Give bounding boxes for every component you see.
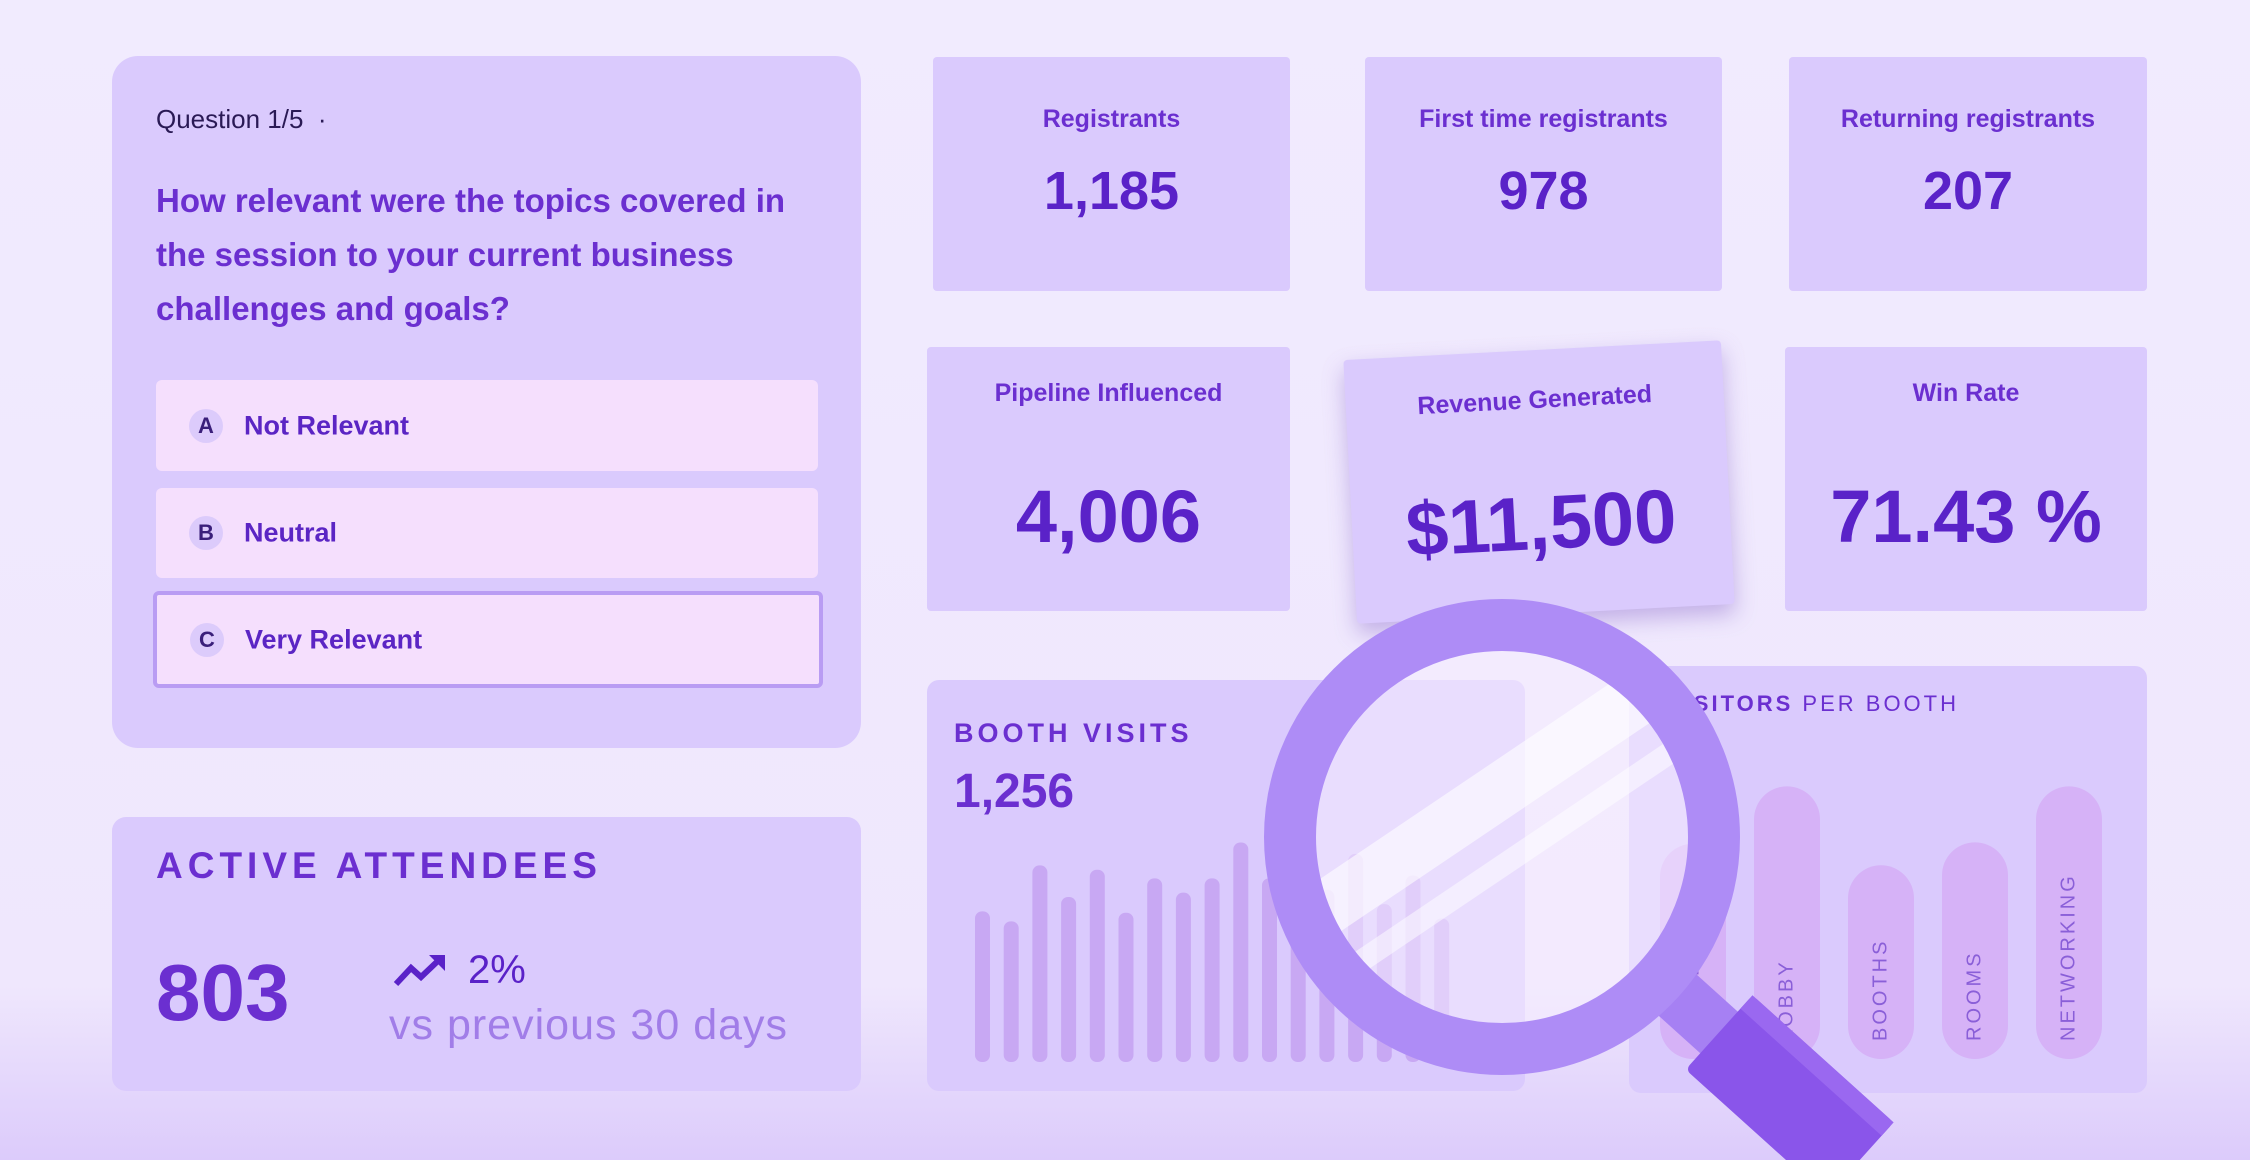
title-rest: PER BOOTH (1802, 691, 1959, 716)
attendees-title: ACTIVE ATTENDEES (156, 845, 602, 886)
booth-pill (1754, 786, 1820, 1059)
option[interactable]: B Neutral (156, 488, 818, 578)
option-letter: A (189, 408, 223, 443)
booth-visits-total: 1,256 (954, 765, 1075, 818)
bar (1061, 896, 1077, 1062)
bar (1175, 892, 1191, 1062)
stat-card: Pipeline Influenced 4,006 (927, 347, 1290, 611)
stat-label: First time registrants (1419, 105, 1668, 133)
option-label: Very Relevant (245, 624, 423, 654)
booth-label: BOOTHS (1869, 939, 1891, 1041)
attendees-value: 803 (156, 948, 290, 1037)
option-letter: C (190, 622, 224, 657)
active-attendees-card: ACTIVE ATTENDEES 803 2% vs previous 30 d… (112, 817, 861, 1091)
attendees-comparison: vs previous 30 days (389, 1001, 789, 1049)
bar (1262, 878, 1277, 1062)
booth-pill (1848, 865, 1914, 1059)
stat-label: Pipeline Influenced (994, 379, 1223, 407)
question-text: How relevant were the topics covered in … (156, 182, 786, 327)
stat-value: 4,006 (1015, 475, 1202, 558)
bar (1089, 869, 1105, 1062)
stat-label: Registrants (1042, 105, 1181, 133)
bar (1032, 865, 1048, 1062)
booth-label: NETWORKING (2057, 873, 2079, 1041)
stat-card: Returning registrants 207 (1789, 57, 2147, 291)
trend-icon (393, 955, 445, 987)
bar (1003, 921, 1019, 1062)
booth-pill (1942, 842, 2008, 1059)
stat-value: 978 (1498, 161, 1589, 221)
option-selected[interactable]: C Very Relevant (153, 591, 823, 688)
stat-label: Win Rate (1912, 379, 2020, 407)
booth-visits-title: BOOTH VISITS (954, 718, 1193, 748)
stat-card: First time registrants 978 (1365, 57, 1722, 291)
bar (1147, 878, 1163, 1062)
question-card: Question 1/5 · How relevant were the top… (112, 56, 861, 748)
magnifier-ring (1264, 599, 1740, 1075)
glass-shine (1312, 648, 1692, 991)
booth-label: LOBBY (1775, 959, 1797, 1041)
bar (1233, 842, 1249, 1062)
attendees-change: 2% (468, 948, 526, 992)
question-header: Question 1/5 · (156, 104, 327, 134)
stat-card: Registrants 1,185 (933, 57, 1290, 291)
bar (1118, 912, 1134, 1062)
bar (975, 911, 990, 1062)
stat-label: Returning registrants (1840, 105, 2096, 133)
option[interactable]: A Not Relevant (156, 380, 818, 471)
booth-pill (2036, 786, 2102, 1059)
stat-value: 1,185 (1043, 161, 1180, 221)
stat-value: 207 (1922, 161, 2014, 221)
booth-label: ROOMS (1963, 950, 1985, 1041)
option-label: Not Relevant (244, 410, 410, 440)
stat-card: Win Rate 71.43 % (1785, 347, 2147, 611)
bar (1204, 878, 1220, 1062)
option-letter: B (189, 516, 223, 550)
stat-value: 71.43 % (1830, 475, 2102, 558)
option-label: Neutral (244, 517, 338, 548)
